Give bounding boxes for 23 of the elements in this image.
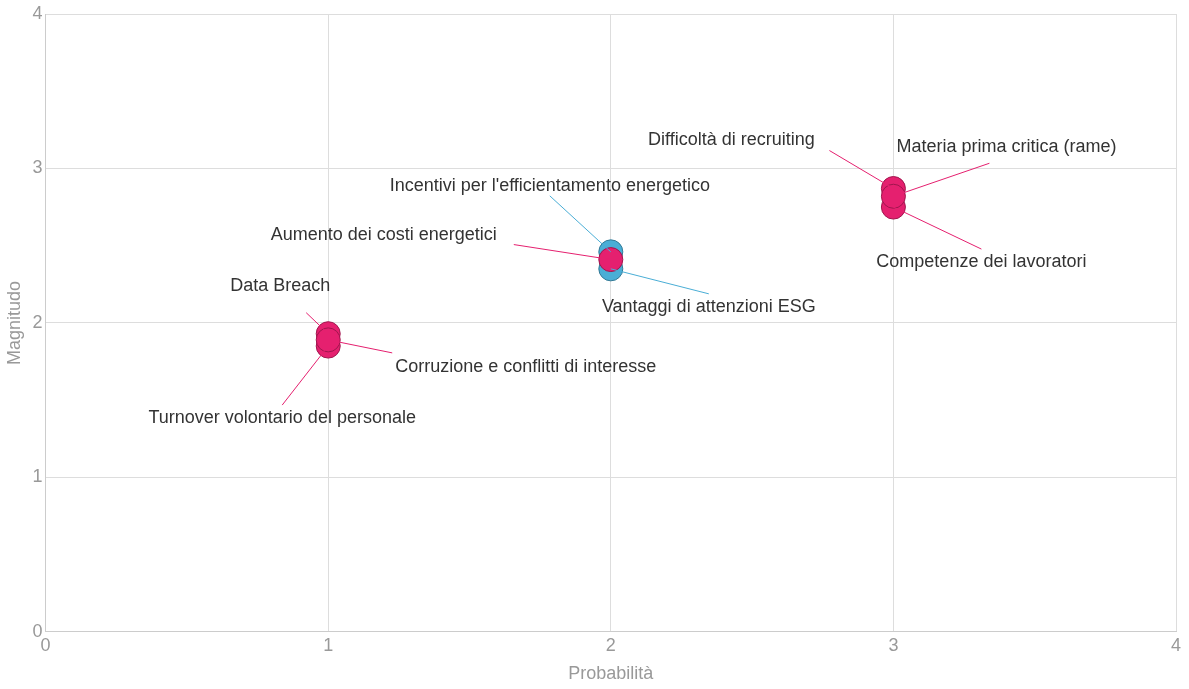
y-tick-label: 1 [32,466,43,487]
point [880,183,906,209]
y-axis-title: Magnitudo [3,280,24,365]
x-tick-label: 1 [323,634,334,655]
annotation: Turnover volontario del personale [148,407,416,428]
y-tick-label: 3 [32,157,43,178]
annotation: Difficoltà di recruiting [648,129,815,150]
annotation: Competenze dei lavoratori [876,251,1087,272]
y-tick-label: 4 [32,2,43,23]
x-tick-label: 4 [1170,634,1182,655]
y-tick-label: 2 [32,311,43,332]
y-tick-label: 0 [32,620,43,641]
point [315,327,341,353]
annotation: Materia prima critica (rame) [896,136,1117,157]
x-tick-label: 2 [605,634,616,655]
annotation: Aumento dei costi energetici [270,223,497,244]
annotation: Incentivi per l'efficientamento energetico [389,174,710,195]
annotation: Vantaggi di attenzioni ESG [601,295,816,316]
x-axis-title: Probabilità [568,663,655,684]
annotation: Data Breach [230,274,331,295]
annotation: Corruzione e conflitti di interesse [395,355,657,376]
x-tick-label: 3 [888,634,899,655]
point [598,247,624,273]
